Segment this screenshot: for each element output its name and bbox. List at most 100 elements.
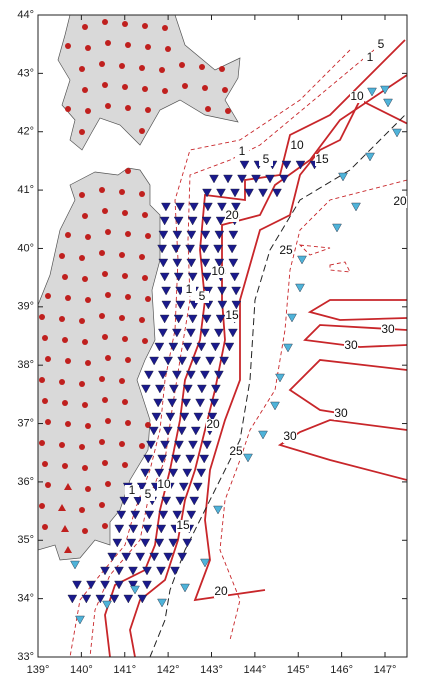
station-obs [149, 356, 159, 366]
contour-label: 1 [239, 144, 246, 158]
station-dot [105, 481, 111, 487]
station-dot [102, 82, 108, 88]
station-obs [229, 272, 240, 282]
station-obs [142, 580, 152, 590]
station-obs [142, 566, 152, 576]
station-dot [122, 462, 128, 468]
station-dot [125, 420, 131, 426]
station-obs [172, 258, 183, 268]
contour-label-bg [259, 154, 273, 166]
station-obs [144, 370, 154, 380]
contour-label: 10 [211, 264, 225, 278]
station-obs [214, 370, 224, 380]
station-obs [181, 398, 191, 408]
station-dot [119, 315, 125, 321]
station-obs [112, 538, 123, 548]
y-tick-label: 43° [17, 67, 34, 79]
station-obs [161, 496, 172, 506]
contour-label-bg [393, 196, 407, 208]
station-obs [192, 482, 203, 492]
station-obs [213, 244, 223, 254]
station-obs [172, 370, 182, 380]
station-obs [186, 258, 197, 268]
y-tick-label: 33° [17, 651, 34, 663]
station-dot [159, 67, 165, 73]
station-dot [105, 40, 111, 46]
station-seafloor [365, 152, 375, 162]
contour-label-bg [211, 266, 225, 278]
trench [149, 112, 407, 657]
contour-label-bg [279, 245, 293, 257]
station-dot [65, 358, 71, 364]
station-dot [119, 441, 125, 447]
station-obs [227, 244, 237, 254]
station-obs [154, 342, 165, 352]
y-tick-label: 40° [17, 242, 34, 254]
station-obs [158, 230, 169, 240]
station-dot [122, 84, 128, 90]
contour-label-bg [381, 324, 395, 336]
contour-label-bg [225, 210, 239, 222]
station-seafloor [351, 202, 361, 212]
station-obs [161, 202, 171, 212]
station-dot [99, 313, 105, 319]
station-obs [178, 482, 189, 492]
station-obs [176, 426, 187, 436]
station-obs [95, 594, 106, 604]
station-dot [125, 105, 131, 111]
station-obs [219, 356, 229, 366]
contour-label-bg [229, 446, 243, 458]
x-tick-label: 147° [374, 664, 397, 676]
contour-label-bg [141, 489, 155, 501]
station-dot [122, 273, 128, 279]
station-dot [182, 83, 188, 89]
station-dot [119, 63, 125, 69]
station-obs [160, 440, 170, 450]
x-tick-label: 146° [330, 664, 353, 676]
station-dot [85, 360, 91, 366]
station-dot [199, 64, 205, 70]
station-dot [145, 107, 151, 113]
station-seafloor [102, 600, 112, 610]
station-obs [187, 272, 198, 282]
station-obs [156, 566, 166, 576]
station-dot [62, 274, 68, 280]
contour-label: 5 [145, 487, 152, 501]
station-obs [211, 384, 221, 394]
station-triangle [64, 546, 72, 553]
x-tick-label: 140° [70, 664, 93, 676]
station-obs [199, 454, 210, 464]
station-obs [224, 342, 235, 352]
station-obs [168, 538, 179, 548]
contour-label: 20 [225, 208, 239, 222]
station-obs [185, 454, 196, 464]
station-obs [295, 160, 306, 170]
x-tick-label: 144° [243, 664, 266, 676]
station-dot [59, 379, 65, 385]
contour-label: 20 [214, 584, 228, 598]
station-dot [105, 229, 111, 235]
station-obs [201, 216, 212, 226]
station-obs [114, 580, 124, 590]
station-dot [59, 442, 65, 448]
station-obs [216, 188, 226, 198]
station-dot [125, 294, 131, 300]
station-dot [119, 252, 125, 258]
contour-label: 30 [344, 338, 358, 352]
station-dot [65, 106, 71, 112]
station-obs [116, 510, 127, 520]
station-dot [165, 46, 171, 52]
station-dot [99, 502, 105, 508]
station-obs [228, 328, 238, 338]
station-obs [214, 328, 224, 338]
station-dot [45, 293, 51, 299]
station-obs [170, 566, 180, 576]
station-obs [179, 412, 190, 422]
station-obs [173, 314, 184, 324]
station-seafloor [380, 85, 390, 95]
map-area [38, 15, 407, 657]
station-dot [42, 335, 48, 341]
station-obs [231, 202, 241, 212]
station-obs [159, 216, 170, 226]
station-obs [143, 454, 154, 464]
